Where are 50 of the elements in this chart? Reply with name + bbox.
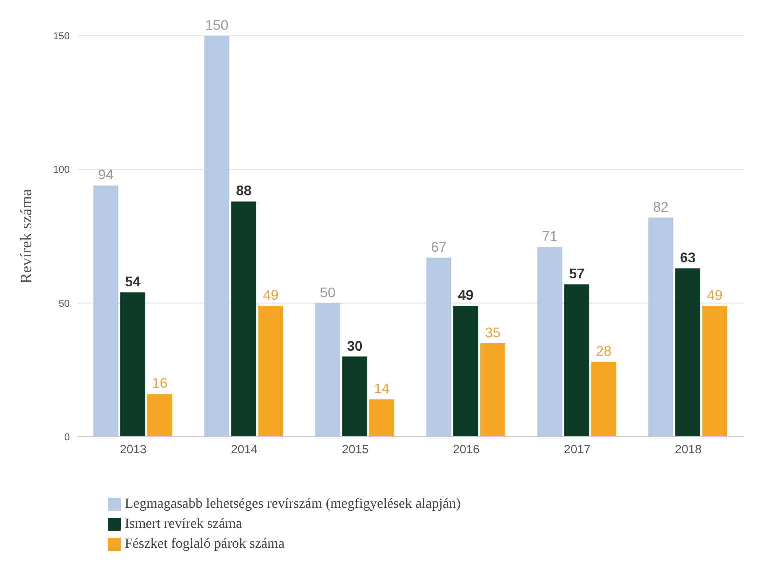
data-label: 49: [458, 287, 474, 304]
data-label: 67: [431, 238, 448, 255]
data-label: 50: [320, 284, 336, 300]
data-label: 49: [707, 287, 724, 304]
bar: [370, 400, 395, 437]
data-label: 88: [236, 182, 252, 199]
legend-label: Ismert revírek száma: [125, 517, 242, 532]
x-tick-label: 2014: [231, 442, 258, 457]
x-tick-label: 2015: [342, 442, 370, 457]
bar: [232, 202, 257, 437]
bar: [426, 258, 452, 437]
bar: [564, 284, 590, 437]
bar: [454, 306, 479, 437]
data-label: 94: [98, 166, 114, 183]
bar: [204, 36, 230, 437]
bar: [342, 356, 368, 437]
data-label: 16: [152, 375, 168, 392]
y-tick-label: 150: [53, 32, 70, 43]
y-tick-label: 0: [64, 432, 70, 444]
bar: [538, 247, 563, 437]
bar: [592, 362, 617, 437]
bar: [258, 306, 284, 437]
data-label: 35: [485, 324, 502, 340]
x-tick-label: 2016: [453, 442, 480, 457]
data-label: 82: [653, 198, 670, 215]
x-tick-label: 2013: [120, 442, 148, 457]
data-label: 54: [125, 274, 142, 290]
data-label: 63: [680, 250, 696, 266]
x-tick-label: 2017: [564, 442, 592, 457]
data-label: 30: [347, 338, 364, 354]
bar: [94, 186, 119, 437]
data-label: 14: [374, 380, 390, 397]
bar: [316, 303, 341, 437]
y-axis-title: Revírek száma: [18, 189, 36, 284]
legend-label: Fészket foglaló párok száma: [125, 537, 285, 552]
bar: [120, 292, 146, 437]
y-tick-label: 100: [53, 165, 70, 176]
legend-label: Legmagasabb lehetséges revírszám (megfigyelések alapján): [125, 497, 461, 512]
data-label: 49: [263, 287, 280, 304]
bar: [480, 343, 506, 437]
y-tick-label: 50: [58, 298, 70, 310]
bar: [148, 394, 173, 437]
data-label: 28: [596, 343, 612, 360]
data-label: 150: [205, 17, 229, 33]
x-tick-label: 2018: [675, 442, 702, 457]
data-label: 57: [569, 266, 586, 282]
bar: [702, 306, 728, 437]
bar: [676, 268, 701, 437]
bar: [648, 218, 674, 437]
data-label: 71: [542, 228, 558, 244]
